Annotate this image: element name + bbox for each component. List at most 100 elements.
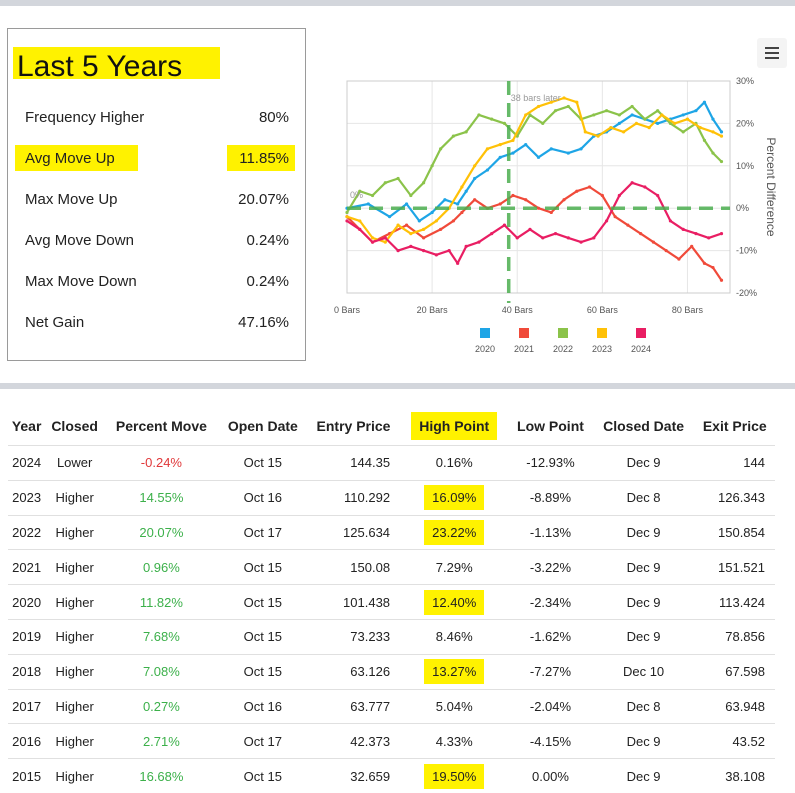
series-point-2021 [451,219,455,223]
series-point-2022 [702,138,707,142]
col-header-label: Closed [51,418,98,434]
y-tick-label: -10% [736,246,757,256]
cell-value: Oct 15 [243,768,282,784]
col-header-exit-price[interactable]: Exit Price [695,407,775,446]
cell-closed: Higher [45,723,105,759]
cell-value: 73.233 [350,629,391,645]
col-header-label: Entry Price [316,418,391,434]
series-point-2024 [553,232,558,236]
table-row: 2024 Lower -0.24% Oct 15 144.35 0.16% -12.93% D… [8,445,775,481]
series-point-2021 [719,278,724,282]
cell-low: 0.00% [508,758,593,793]
cell-open: Oct 15 [218,618,307,655]
cell-entry: 101.438 [306,584,401,620]
cell-close-date: Dec 9 [592,514,695,550]
cell-exit: 63.948 [694,688,775,724]
series-point-2022 [528,113,532,117]
cell-open: Oct 15 [218,653,307,690]
series-point-2024 [370,240,375,244]
title-highlight [13,47,220,79]
series-point-2021 [549,210,553,215]
seasonal-line-chart: 38 bars later 0% 0 Bars 20 Bars 40 Bars 60 Ba… [334,76,778,354]
cell-entry: 42.373 [306,723,401,759]
stat-value-max-move-up: 20.07% [238,191,289,208]
col-header-open-date[interactable]: Open Date [219,407,307,446]
cell-open: Oct 15 [218,758,307,793]
series-point-2024 [396,249,400,253]
cell-entry: 73.233 [306,618,401,655]
series-point-2022 [592,113,596,117]
col-header-closed-date[interactable]: Closed Date [593,407,695,446]
avg-move-up-label-highlight [15,145,138,171]
col-header-label: High Point [411,412,498,440]
legend-label-2021: 2021 [514,344,534,354]
stat-label-max-move-up: Max Move Up [25,191,118,208]
legend-label-2020: 2020 [475,344,495,354]
series-point-2022 [422,181,426,185]
cell-entry: 125.634 [306,514,401,550]
series-point-2023 [634,121,638,125]
x-tick-label: 20 Bars [417,305,449,315]
series-point-2023 [485,147,490,151]
cell-value: 8.46% [435,629,473,645]
series-point-2023 [358,219,362,223]
cell-low: -2.04% [508,688,593,724]
plot-area-border [346,80,731,294]
y-tick-label: 0% [736,203,749,213]
series-point-2022 [502,121,507,125]
series-point-2023 [698,126,702,130]
cell-value: Oct 15 [243,559,282,575]
col-header-label: Exit Price [702,418,767,434]
cell-closed: Higher [45,618,105,655]
series-point-2022 [711,151,715,155]
col-header-low-point[interactable]: Low Point [508,407,592,446]
series-point-2023 [536,104,541,109]
cell-value: 23.22% [424,519,485,545]
series-point-2023 [498,143,502,147]
cell-year: 2020 [8,584,46,620]
series-point-2023 [422,227,426,231]
cell-value: 0.96% [142,559,180,575]
cell-move: 20.07% [104,514,219,550]
cell-value: 150.854 [718,524,765,540]
x-tick-label: 0 Bars [334,305,361,315]
series-point-2023 [685,117,690,121]
stat-label-net-gain: Net Gain [25,314,85,331]
cell-exit: 113.424 [694,584,775,620]
cell-value: 126.343 [718,490,765,506]
chart-menu-button[interactable] [757,38,787,68]
series-point-2020 [566,151,570,155]
series-point-2023 [609,126,613,130]
table-row: 2022 Higher 20.07% Oct 17 125.634 23.22% -1.13… [8,514,775,550]
hamburger-menu-icon-bar [765,57,779,59]
col-header-label: Percent Move [115,418,207,434]
cell-exit: 43.52 [694,723,775,759]
col-header-percent-move[interactable]: Percent Move [104,407,219,446]
legend-swatch-2023 [597,328,607,338]
series-point-2022 [430,164,434,168]
cell-move: 7.68% [104,618,219,655]
col-header-closed[interactable]: Closed [45,407,104,446]
series-point-2021 [626,223,630,227]
y-tick-label: 10% [736,161,754,171]
series-point-2023 [711,130,715,134]
cell-value: Higher [55,629,94,645]
col-header-year[interactable]: Year [8,407,45,446]
legend-swatch-2021 [519,328,529,338]
legend-label-2022: 2022 [553,344,573,354]
col-header-high-point[interactable]: High Point [400,407,508,446]
series-point-2021 [422,236,426,240]
col-header-entry-price[interactable]: Entry Price [307,407,400,446]
cell-value: Oct 16 [243,698,282,714]
series-point-2020 [511,151,515,155]
cell-value: 144 [743,455,765,471]
cell-closed: Higher [45,549,105,585]
y-tick-label: -20% [736,288,757,298]
table-row: 2019 Higher 7.68% Oct 15 73.233 8.46% -1.62% De… [8,618,775,655]
series-point-2021 [702,261,707,265]
series-point-2020 [579,147,583,151]
series-point-2024 [515,236,519,240]
cell-value: 2016 [12,733,42,749]
series-point-2024 [719,232,724,236]
series-point-2023 [575,100,579,104]
